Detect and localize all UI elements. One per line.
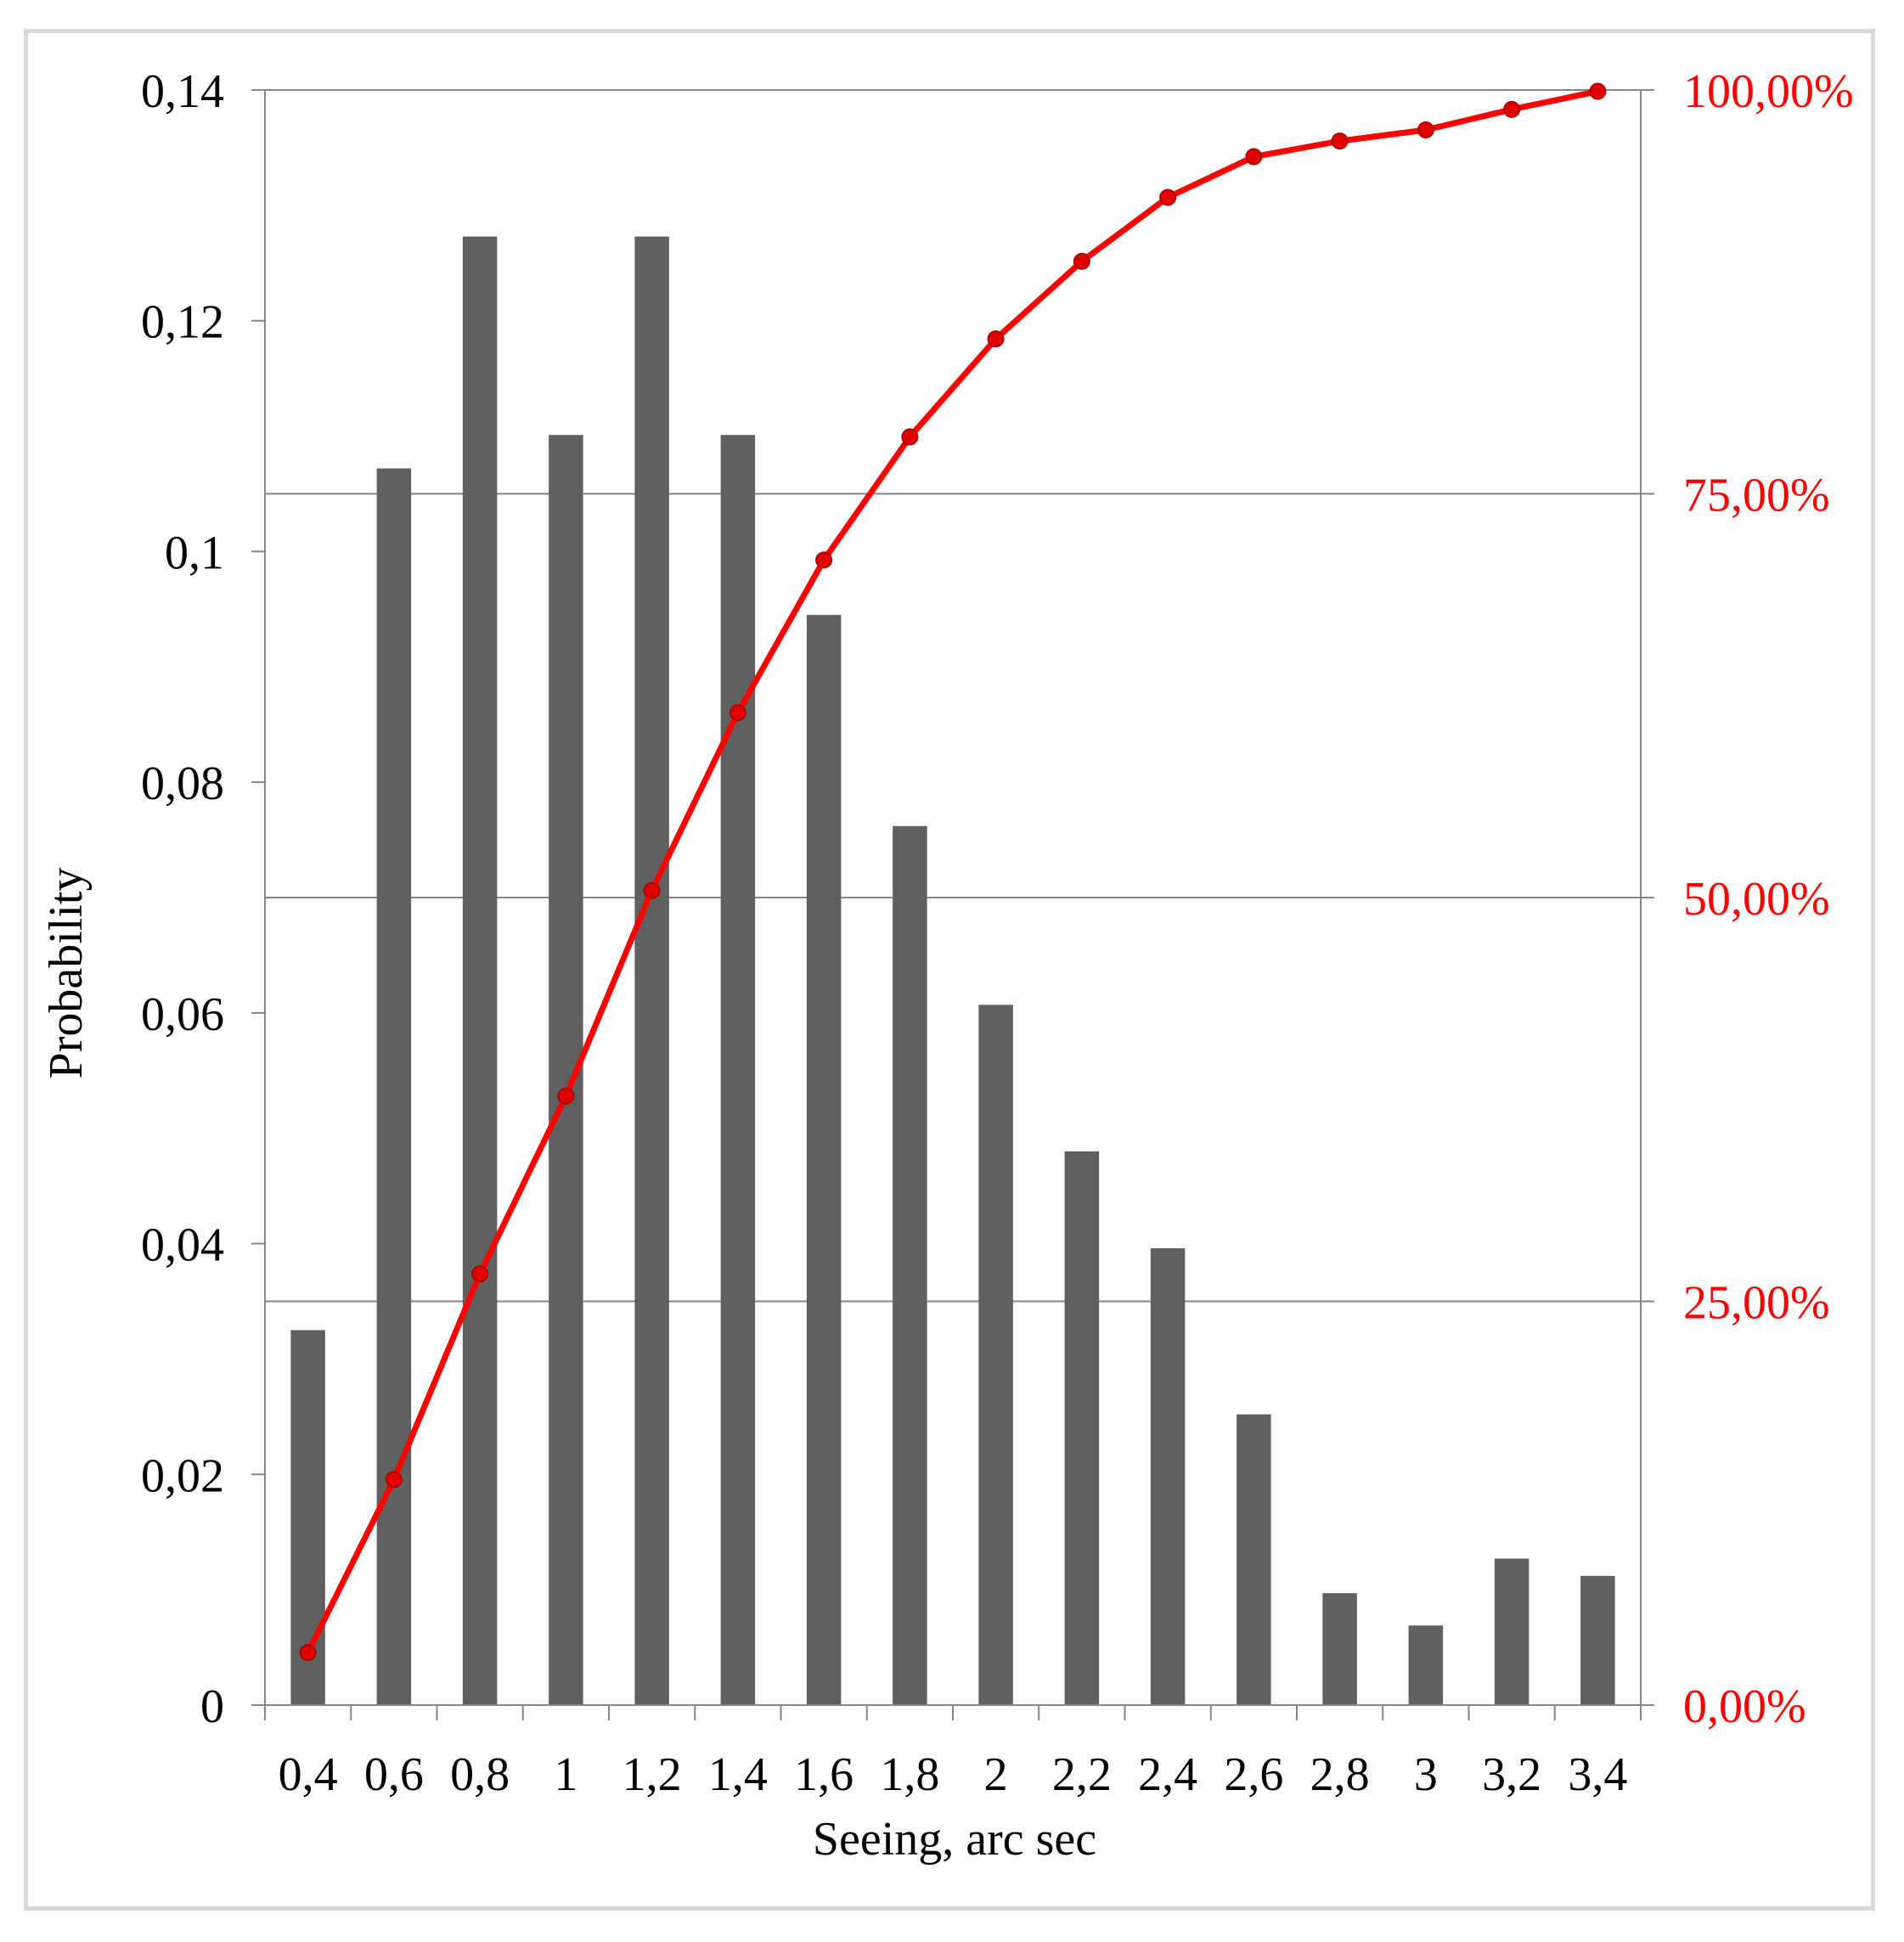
bar bbox=[1322, 1593, 1357, 1705]
x-axis-tick-label: 1,2 bbox=[622, 1748, 682, 1801]
x-axis-tick-label: 1,4 bbox=[708, 1748, 768, 1801]
x-axis-title: Seeing, arc sec bbox=[813, 1813, 1096, 1866]
line-point bbox=[815, 551, 833, 569]
line-point bbox=[901, 428, 919, 446]
bar bbox=[1408, 1625, 1444, 1705]
x-axis-tick-label: 2,4 bbox=[1138, 1748, 1197, 1801]
left-axis-tick-label: 0,08 bbox=[141, 757, 224, 810]
x-axis-tick-label: 2,6 bbox=[1224, 1748, 1283, 1801]
bar bbox=[893, 825, 927, 1705]
left-axis-tick-label: 0,06 bbox=[141, 988, 224, 1041]
axes bbox=[251, 89, 1654, 1720]
bar bbox=[1494, 1558, 1529, 1705]
tick-labels: 0,00% 25,00% 50,00% 75,00% 100,00% 0 0,02 0,04 0… bbox=[141, 65, 1854, 1801]
bar bbox=[978, 1005, 1013, 1705]
left-axis-tick-label: 0,14 bbox=[141, 65, 224, 118]
bars bbox=[290, 236, 1615, 1705]
left-axis-tick-label: 0,12 bbox=[141, 296, 224, 349]
line-point bbox=[987, 330, 1005, 348]
right-axis-tick-label: 75,00% bbox=[1683, 470, 1830, 522]
line-point bbox=[729, 704, 746, 722]
bar bbox=[290, 1330, 325, 1705]
x-axis-tick-label: 0,4 bbox=[279, 1748, 338, 1801]
line-point bbox=[557, 1087, 575, 1105]
x-axis-tick-label: 2,8 bbox=[1310, 1748, 1370, 1801]
right-axis-tick-label: 25,00% bbox=[1683, 1277, 1830, 1330]
x-axis-tick-label: 3,4 bbox=[1568, 1748, 1627, 1801]
bar bbox=[1064, 1151, 1100, 1705]
x-axis-tick-label: 1 bbox=[554, 1748, 577, 1801]
x-axis-tick-label: 2,2 bbox=[1052, 1748, 1112, 1801]
bar bbox=[1580, 1575, 1615, 1705]
line-point bbox=[1589, 82, 1607, 100]
cumulative-line bbox=[299, 82, 1607, 1662]
line-point bbox=[1073, 252, 1090, 270]
line-point bbox=[1245, 148, 1263, 166]
left-axis-tick-label: 0,02 bbox=[141, 1449, 224, 1502]
right-axis-tick-label: 100,00% bbox=[1683, 65, 1854, 118]
x-axis-tick-label: 1,6 bbox=[794, 1748, 853, 1801]
bar bbox=[720, 435, 756, 1705]
left-axis-tick-label: 0 bbox=[200, 1680, 224, 1733]
bar bbox=[1236, 1414, 1271, 1705]
right-axis-tick-label: 50,00% bbox=[1683, 873, 1830, 926]
x-axis-tick-label: 1,8 bbox=[880, 1748, 939, 1801]
cumulative-line-path bbox=[305, 88, 1599, 1654]
bar bbox=[462, 236, 498, 1705]
line-point bbox=[1331, 132, 1349, 150]
bar bbox=[634, 236, 669, 1705]
right-axis-tick-label: 0,00% bbox=[1683, 1680, 1806, 1733]
bar bbox=[1150, 1248, 1186, 1705]
line-point bbox=[1417, 121, 1434, 138]
line-point bbox=[1503, 100, 1521, 118]
line-point bbox=[471, 1265, 489, 1283]
bar bbox=[806, 615, 842, 1705]
x-axis-tick-label: 3,2 bbox=[1482, 1748, 1541, 1801]
x-axis-tick-label: 2 bbox=[984, 1748, 1008, 1801]
line-point bbox=[1159, 189, 1177, 206]
x-axis-tick-label: 0,6 bbox=[364, 1748, 424, 1801]
x-axis-tick-label: 0,8 bbox=[450, 1748, 510, 1801]
x-axis-tick-label: 3 bbox=[1414, 1748, 1438, 1801]
y-axis-title: Probability bbox=[40, 868, 93, 1079]
line-point bbox=[385, 1471, 403, 1489]
line-point bbox=[299, 1644, 317, 1662]
line-point bbox=[643, 881, 661, 899]
left-axis-tick-label: 0,04 bbox=[141, 1219, 224, 1272]
bar bbox=[376, 468, 412, 1705]
left-axis-tick-label: 0,1 bbox=[165, 526, 224, 579]
